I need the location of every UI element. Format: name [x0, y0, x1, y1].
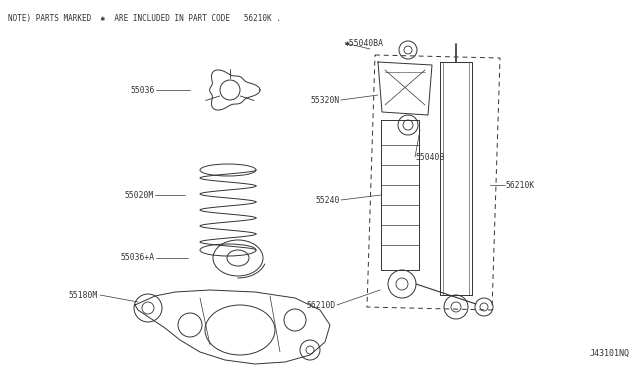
- Text: 56210K: 56210K: [506, 180, 535, 189]
- Text: J43101NQ: J43101NQ: [590, 349, 630, 358]
- Text: 55240: 55240: [316, 196, 340, 205]
- Text: 55036+A: 55036+A: [121, 253, 155, 263]
- Text: 55180M: 55180M: [68, 291, 98, 299]
- Text: 56210D: 56210D: [307, 301, 336, 310]
- Text: ✱55040BA: ✱55040BA: [345, 38, 384, 48]
- Text: 55036: 55036: [131, 86, 155, 94]
- Text: 55040B: 55040B: [415, 153, 444, 161]
- Text: 55020M: 55020M: [125, 190, 154, 199]
- Text: NOTE) PARTS MARKED  ✱  ARE INCLUDED IN PART CODE   56210K .: NOTE) PARTS MARKED ✱ ARE INCLUDED IN PAR…: [8, 14, 281, 23]
- Text: 55320N: 55320N: [311, 96, 340, 105]
